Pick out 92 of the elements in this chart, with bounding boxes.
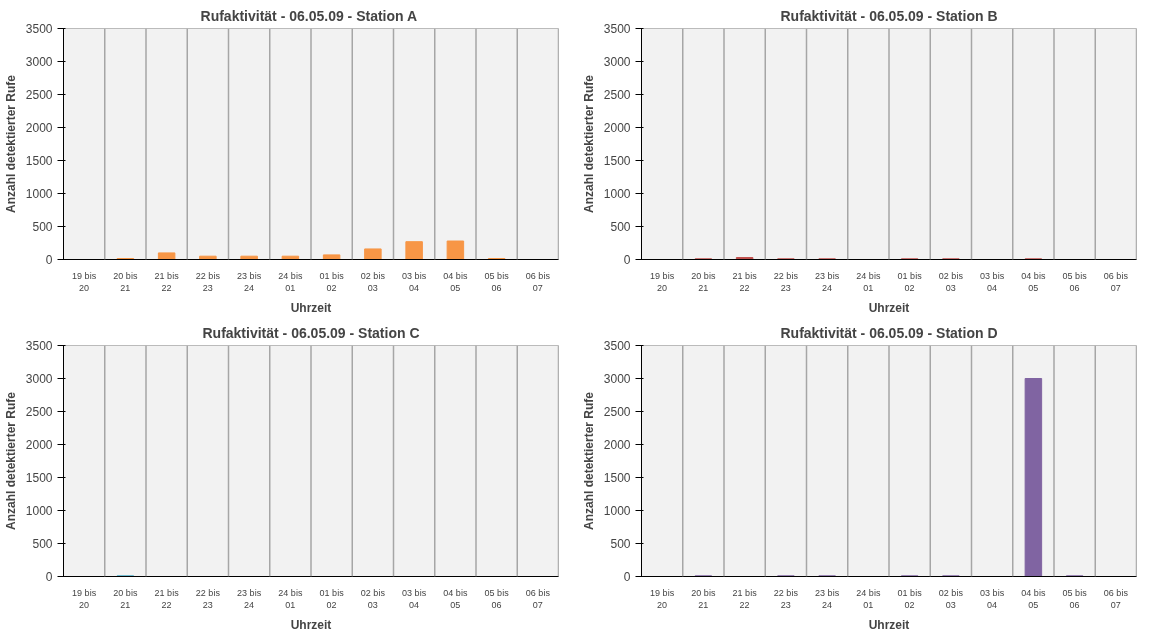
x-tick-label: 23 bis 24 xyxy=(815,587,840,610)
y-tick-label: 500 xyxy=(610,537,631,551)
y-tick-label: 1500 xyxy=(603,471,631,485)
y-tick-label: 2500 xyxy=(25,405,53,419)
x-tick-label: 05 bis 06 xyxy=(484,587,510,610)
x-tick-label: 06 bis 07 xyxy=(525,270,551,293)
y-tick-label: 2000 xyxy=(25,121,53,135)
x-tick-label: 02 bis 03 xyxy=(360,587,386,610)
x-tick-label: 02 bis 03 xyxy=(938,587,964,610)
y-tick-label: 1500 xyxy=(603,154,631,168)
y-tick-label: 3500 xyxy=(603,22,631,36)
y-tick-label: 500 xyxy=(32,537,53,551)
x-axis-title: Uhrzeit xyxy=(290,300,332,315)
x-tick-label: 02 bis 03 xyxy=(938,270,964,293)
y-tick-label: 2000 xyxy=(603,121,631,135)
x-tick-label: 19 bis 20 xyxy=(72,587,97,610)
x-tick-label: 20 bis 21 xyxy=(113,587,138,610)
y-tick-label: 500 xyxy=(610,220,631,234)
x-tick-label: 04 bis 05 xyxy=(443,270,468,293)
chart-title: Rufaktivität - 06.05.09 - Station C xyxy=(202,324,420,341)
y-tick-label: 3500 xyxy=(603,339,631,353)
x-tick-label: 05 bis 06 xyxy=(484,270,510,293)
y-tick-label: 2000 xyxy=(25,438,53,452)
y-tick-label: 3500 xyxy=(25,22,53,36)
x-tick-label: 23 bis 24 xyxy=(237,587,262,610)
y-tick-label: 1500 xyxy=(25,154,53,168)
x-tick-label: 01 bis 02 xyxy=(319,587,345,610)
x-tick-label: 21 bis 22 xyxy=(154,270,180,293)
x-tick-label: 01 bis 02 xyxy=(897,270,923,293)
x-tick-label: 19 bis 20 xyxy=(72,270,97,293)
y-axis-title: Anzahl detektierter Rufe xyxy=(3,74,18,214)
chart-title: Rufaktivität - 06.05.09 - Station D xyxy=(780,324,998,341)
x-tick-label: 03 bis 04 xyxy=(980,587,1005,610)
chart-title: Rufaktivität - 06.05.09 - Station B xyxy=(780,7,998,24)
y-tick-label: 0 xyxy=(45,253,53,267)
x-tick-label: 24 bis 01 xyxy=(856,270,881,293)
x-tick-label: 04 bis 05 xyxy=(443,587,468,610)
x-tick-label: 24 bis 01 xyxy=(856,587,881,610)
x-tick-label: 22 bis 23 xyxy=(195,587,221,610)
x-tick-label: 24 bis 01 xyxy=(278,270,303,293)
y-tick-label: 2500 xyxy=(25,88,53,102)
y-tick-label: 1000 xyxy=(603,504,631,518)
x-tick-label: 20 bis 21 xyxy=(691,587,716,610)
x-tick-label: 22 bis 23 xyxy=(773,270,799,293)
y-tick-label: 3500 xyxy=(25,339,53,353)
y-tick-label: 0 xyxy=(623,253,631,267)
y-tick-label: 3000 xyxy=(603,55,631,69)
y-axis-title: Anzahl detektierter Rufe xyxy=(581,74,596,214)
x-tick-label: 23 bis 24 xyxy=(815,270,840,293)
x-tick-label: 19 bis 20 xyxy=(650,587,675,610)
x-tick-label: 01 bis 02 xyxy=(897,587,923,610)
chart-title: Rufaktivität - 06.05.09 - Station A xyxy=(200,7,418,24)
x-tick-label: 06 bis 07 xyxy=(1103,270,1129,293)
y-tick-label: 3000 xyxy=(603,372,631,386)
x-tick-label: 05 bis 06 xyxy=(1062,587,1088,610)
x-tick-label: 06 bis 07 xyxy=(525,587,551,610)
y-axis-title: Anzahl detektierter Rufe xyxy=(3,391,18,531)
x-tick-label: 05 bis 06 xyxy=(1062,270,1088,293)
x-tick-label: 19 bis 20 xyxy=(650,270,675,293)
y-axis-title: Anzahl detektierter Rufe xyxy=(581,391,596,531)
x-tick-label: 22 bis 23 xyxy=(195,270,221,293)
y-tick-label: 2500 xyxy=(603,88,631,102)
x-tick-label: 21 bis 22 xyxy=(732,587,758,610)
x-tick-label: 21 bis 22 xyxy=(154,587,180,610)
y-tick-label: 2500 xyxy=(603,405,631,419)
x-axis-title: Uhrzeit xyxy=(868,300,910,315)
x-tick-label: 03 bis 04 xyxy=(980,270,1005,293)
y-tick-label: 3000 xyxy=(25,55,53,69)
y-tick-label: 1500 xyxy=(25,471,53,485)
y-tick-label: 500 xyxy=(32,220,53,234)
x-tick-label: 20 bis 21 xyxy=(113,270,138,293)
x-tick-label: 24 bis 01 xyxy=(278,587,303,610)
x-tick-label: 02 bis 03 xyxy=(360,270,386,293)
y-tick-label: 1000 xyxy=(25,187,53,201)
y-tick-label: 2000 xyxy=(603,438,631,452)
x-tick-label: 22 bis 23 xyxy=(773,587,799,610)
y-tick-label: 1000 xyxy=(603,187,631,201)
x-axis-title: Uhrzeit xyxy=(868,617,910,632)
x-tick-label: 04 bis 05 xyxy=(1021,587,1046,610)
y-tick-label: 1000 xyxy=(25,504,53,518)
y-tick-label: 0 xyxy=(45,570,53,584)
x-axis-title: Uhrzeit xyxy=(290,617,332,632)
x-tick-label: 04 bis 05 xyxy=(1021,270,1046,293)
x-tick-label: 01 bis 02 xyxy=(319,270,345,293)
x-tick-label: 20 bis 21 xyxy=(691,270,716,293)
x-tick-label: 21 bis 22 xyxy=(732,270,758,293)
x-tick-label: 06 bis 07 xyxy=(1103,587,1129,610)
x-tick-label: 03 bis 04 xyxy=(402,587,427,610)
y-tick-label: 3000 xyxy=(25,372,53,386)
x-tick-label: 03 bis 04 xyxy=(402,270,427,293)
x-tick-label: 23 bis 24 xyxy=(237,270,262,293)
y-tick-label: 0 xyxy=(623,570,631,584)
